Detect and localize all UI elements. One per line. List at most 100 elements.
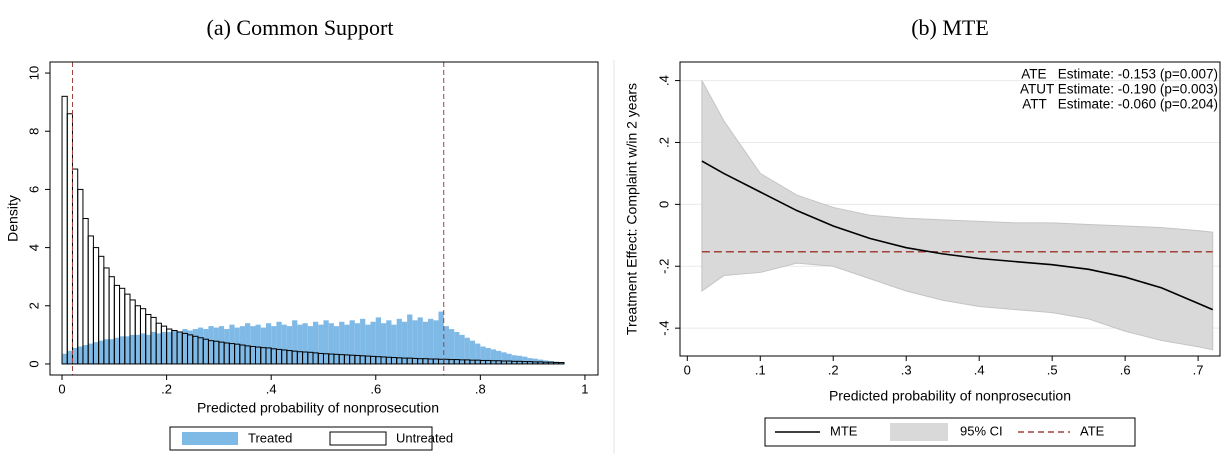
x-tick-label: .5 xyxy=(1047,362,1058,377)
treated-bar xyxy=(532,358,538,364)
treated-bar xyxy=(485,347,491,364)
treated-bar xyxy=(77,346,83,364)
treated-bar xyxy=(161,331,167,364)
treated-bar xyxy=(98,340,104,364)
treated-bar xyxy=(103,339,110,364)
treated-bar xyxy=(386,320,392,364)
y-tick-label: .2 xyxy=(656,137,671,148)
treated-bar xyxy=(344,324,350,364)
treated-bar xyxy=(177,331,183,364)
treated-bar xyxy=(82,345,89,364)
x-tick-label: .6 xyxy=(370,381,381,396)
treated-bar xyxy=(522,356,528,364)
treated-bar xyxy=(370,321,376,364)
treated-bar xyxy=(527,358,533,364)
chart-title: (b) MTE xyxy=(911,15,989,40)
y-tick-label: 2 xyxy=(26,302,41,309)
treated-bar xyxy=(475,343,481,364)
y-axis-label: Density xyxy=(5,195,21,242)
legend-swatch xyxy=(890,423,948,441)
treated-bar xyxy=(454,331,460,364)
treated-bar xyxy=(323,320,329,364)
treated-bar xyxy=(349,320,355,364)
treated-bar xyxy=(307,326,314,364)
treated-bar xyxy=(119,336,125,364)
treated-bar xyxy=(140,333,146,364)
treated-bar xyxy=(328,323,334,364)
treated-bar xyxy=(422,321,429,364)
treated-bar xyxy=(516,355,523,364)
treated-bar xyxy=(501,352,507,364)
treated-bar xyxy=(448,329,455,364)
treated-bar xyxy=(72,347,78,364)
treated-bar xyxy=(171,330,178,364)
treated-bar xyxy=(156,333,162,364)
treated-bar xyxy=(114,337,120,364)
treated-bar xyxy=(391,324,397,364)
treated-bar xyxy=(250,326,256,364)
treated-bar xyxy=(313,321,319,364)
treated-bar xyxy=(417,317,423,364)
treated-bar xyxy=(208,326,214,364)
y-tick-label: 4 xyxy=(26,244,41,251)
treated-bar xyxy=(511,355,517,364)
untreated-bar xyxy=(77,188,84,365)
legend-box xyxy=(764,417,1136,447)
plot-frame xyxy=(679,61,1221,357)
treated-bar xyxy=(234,327,240,364)
treated-bar xyxy=(203,329,209,364)
x-tick-label: .7 xyxy=(1193,362,1204,377)
treated-bar xyxy=(229,324,235,364)
treated-bar xyxy=(401,321,408,364)
legend-label: MTE xyxy=(830,423,858,438)
y-tick-label: 0 xyxy=(656,201,671,208)
x-tick-label: .8 xyxy=(475,381,486,396)
legend-swatch xyxy=(329,431,387,446)
treated-bar xyxy=(265,323,272,364)
treated-bar xyxy=(124,336,131,364)
legend-label: Treated xyxy=(248,430,292,445)
treated-bar xyxy=(339,321,345,364)
untreated-bar xyxy=(82,218,89,365)
treated-bar xyxy=(333,326,340,364)
treated-bar xyxy=(292,320,298,364)
plot-frame xyxy=(49,61,599,376)
y-tick-label: .4 xyxy=(656,75,671,86)
treated-bar xyxy=(276,321,282,364)
treated-bar xyxy=(260,327,266,364)
treated-bar xyxy=(433,320,439,364)
treated-bar xyxy=(396,318,402,364)
treated-bar xyxy=(464,337,470,364)
treated-bar xyxy=(412,320,418,364)
treated-bar xyxy=(245,323,251,364)
x-axis-label: Predicted probability of nonprosecution xyxy=(197,400,439,416)
treated-bar xyxy=(93,342,99,364)
untreated-bar xyxy=(61,95,68,365)
treated-bar xyxy=(365,324,371,364)
treated-bar xyxy=(135,334,141,364)
x-tick-label: .2 xyxy=(161,381,172,396)
treated-bar xyxy=(469,340,476,364)
annotation: ATT Estimate: -0.060 (p=0.204) xyxy=(1022,97,1218,112)
y-tick-label: 6 xyxy=(26,186,41,193)
y-tick-label: -.2 xyxy=(656,259,671,274)
treated-bar xyxy=(438,311,444,364)
mte-line xyxy=(701,160,1214,311)
y-tick-label: 10 xyxy=(26,66,41,80)
x-tick-label: .3 xyxy=(901,362,912,377)
legend-label: 95% CI xyxy=(960,423,1003,438)
untreated-bar xyxy=(71,168,79,365)
treated-bar xyxy=(443,326,449,364)
treated-bar xyxy=(407,314,413,364)
treated-bar xyxy=(375,317,381,364)
annotation: ATUT Estimate: -0.190 (p=0.003) xyxy=(1020,82,1218,97)
treated-bar xyxy=(360,318,366,364)
y-tick-label: -.4 xyxy=(656,321,671,336)
y-tick-label: 8 xyxy=(26,128,41,135)
x-axis-label: Predicted probability of nonprosecution xyxy=(829,388,1071,404)
legend-swatch xyxy=(182,432,238,445)
ci-band xyxy=(701,80,1214,351)
treated-bar xyxy=(506,353,512,364)
treated-bar xyxy=(281,324,287,364)
untreated-bar xyxy=(558,361,565,365)
